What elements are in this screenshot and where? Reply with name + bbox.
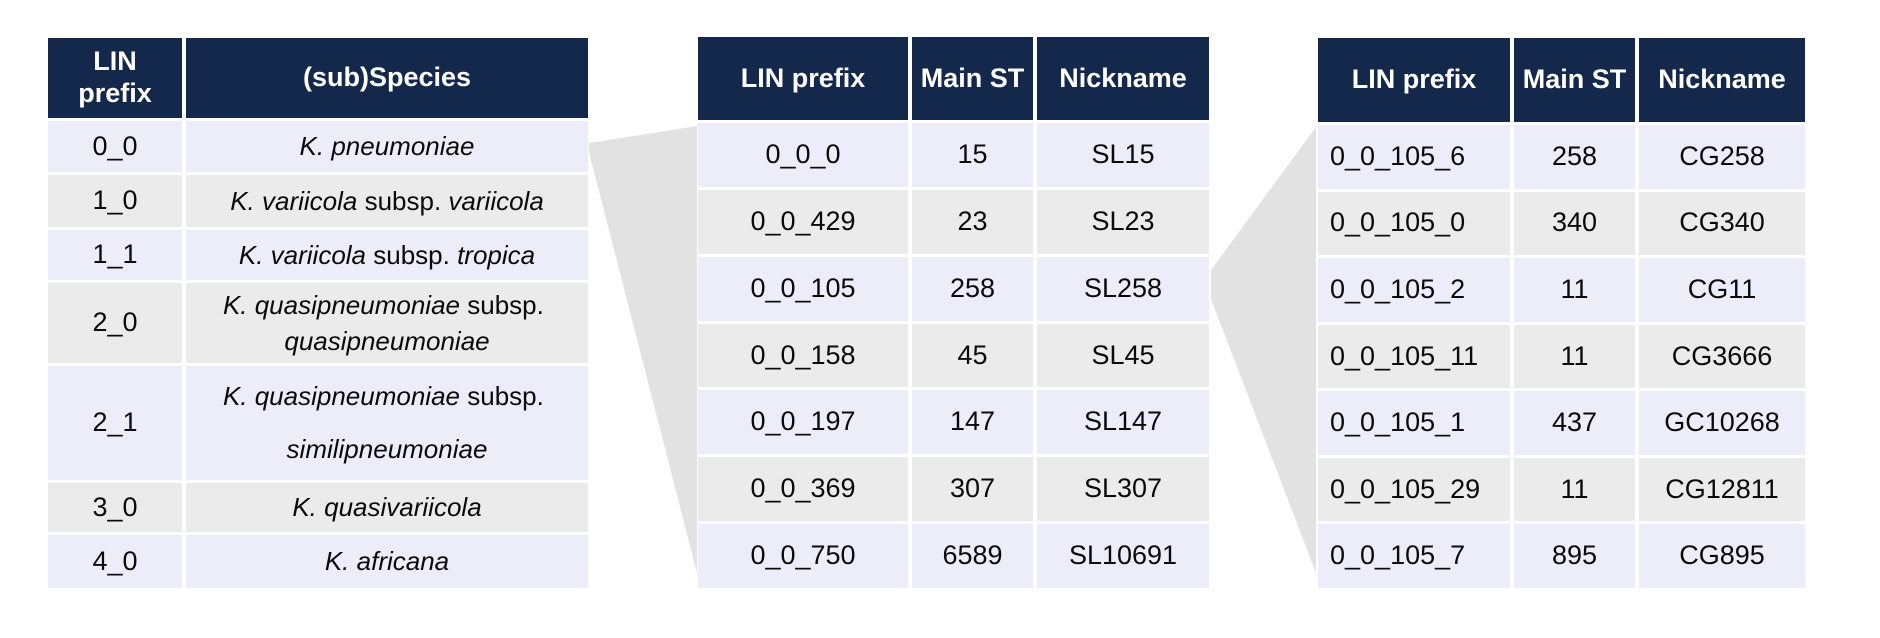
species-cell: K. variicola subsp. tropica [186,230,588,280]
column-header-main-st: Main ST [1514,38,1635,122]
nickname-cell: CG895 [1639,524,1805,588]
species-name-segment: K. pneumoniae [299,131,475,162]
nickname-cell: SL258 [1037,256,1209,321]
column-header-lin-prefix: LIN prefix [48,38,182,118]
lin-prefix-cell: 0_0_0 [698,123,908,187]
lin-prefix-cell: 0_0_429 [698,189,908,254]
main-st-cell: 15 [912,123,1033,187]
lin-prefix-cell: 0_0_750 [698,524,908,588]
nickname-cell: GC10268 [1639,391,1805,455]
nickname-cell: CG3666 [1639,324,1805,389]
nickname-cell: SL10691 [1037,524,1209,588]
lin-prefix-cell: 1_0 [48,175,182,227]
nickname-cell: SL15 [1037,123,1209,187]
main-st-cell: 11 [1514,324,1635,389]
species-name-segment: K. quasipneumoniae [222,289,460,320]
nickname-cell: SL45 [1037,323,1209,388]
species-name-segment: K. africana [324,546,450,577]
lin-prefix-cell: 2_1 [48,366,182,480]
nickname-cell: CG258 [1639,125,1805,189]
lin-prefix-cell: 0_0_105_11 [1318,324,1510,389]
main-st-cell: 45 [912,323,1033,388]
lin-prefix-cell: 0_0_105_7 [1318,524,1510,588]
lin-prefix-cell: 0_0 [48,121,182,172]
species-name-segment: K. quasivariicola [292,492,482,523]
main-st-cell: 6589 [912,524,1033,588]
lin-prefix-cell: 0_0_105_6 [1318,125,1510,189]
nickname-cell: CG11 [1639,258,1805,322]
lin-prefix-cell: 0_0_105_2 [1318,258,1510,322]
lin-prefix-cell: 0_0_105_0 [1318,191,1510,256]
species-name-segment: K. variicola [238,239,367,270]
zoom-wedge-left-icon [589,126,697,573]
lin-prefix-cell: 1_1 [48,230,182,280]
main-st-cell: 437 [1514,391,1635,455]
lin-prefix-cell: 4_0 [48,535,182,588]
species-name-segment: subsp. [460,381,552,412]
nickname-cell: SL307 [1037,457,1209,522]
species-name-segment: K. variicola [230,185,358,216]
species-name-segment: subsp. [366,239,458,270]
species-table: LIN prefix (sub)Species 0_0 K. pneumoniae 1_… [48,38,588,588]
main-st-cell: 258 [1514,125,1635,189]
column-header-main-st: Main ST [912,37,1033,120]
species-name-segment: subsp. [460,289,552,320]
nickname-cell: SL23 [1037,189,1209,254]
species-cell: K. variicola subsp. variicola [186,175,588,227]
nickname-cell: SL147 [1037,390,1209,455]
column-header-lin-prefix: LIN prefix [698,37,908,120]
species-name-segment: tropica [457,239,536,270]
species-name-segment: similipneumoniae [286,434,488,465]
nickname-cell: CG340 [1639,191,1805,256]
zoom-wedge-right-icon [1211,127,1316,573]
species-name-segment: variicola [448,185,544,216]
main-st-cell: 340 [1514,191,1635,256]
species-name-segment: K. quasipneumoniae [222,381,460,412]
nickname-cell: CG12811 [1639,457,1805,522]
main-st-cell: 147 [912,390,1033,455]
species-cell: K. quasipneumoniae subsp. quasipneumonia… [186,283,588,363]
column-header-sub-species: (sub)Species [186,38,588,118]
column-header-nickname: Nickname [1037,37,1209,120]
species-cell: K. pneumoniae [186,121,588,172]
main-st-cell: 11 [1514,457,1635,522]
lin-prefix-cell: 0_0_105_1 [1318,391,1510,455]
main-st-cell: 307 [912,457,1033,522]
column-header-nickname: Nickname [1639,38,1805,122]
species-name-segment: quasipneumoniae [284,325,490,356]
lin-prefix-cell: 0_0_197 [698,390,908,455]
lin-prefix-cell: 2_0 [48,283,182,363]
species-name-segment: subsp. [357,185,449,216]
lin-prefix-cell: 3_0 [48,483,182,532]
main-st-cell: 895 [1514,524,1635,588]
sublineage-table: LIN prefix Main ST Nickname 0_0_0 15 SL15 0_0_… [698,37,1209,588]
clonal-group-table: LIN prefix Main ST Nickname 0_0_105_6 258 CG2… [1318,38,1805,588]
species-cell: K. quasivariicola [186,483,588,532]
main-st-cell: 23 [912,189,1033,254]
species-cell: K. quasipneumoniae subsp. similipneumoni… [186,366,588,480]
lin-prefix-cell: 0_0_105 [698,256,908,321]
lin-prefix-cell: 0_0_158 [698,323,908,388]
lin-prefix-cell: 0_0_369 [698,457,908,522]
main-st-cell: 258 [912,256,1033,321]
species-cell: K. africana [186,535,588,588]
column-header-lin-prefix: LIN prefix [1318,38,1510,122]
lin-prefix-cell: 0_0_105_29 [1318,457,1510,522]
main-st-cell: 11 [1514,258,1635,322]
